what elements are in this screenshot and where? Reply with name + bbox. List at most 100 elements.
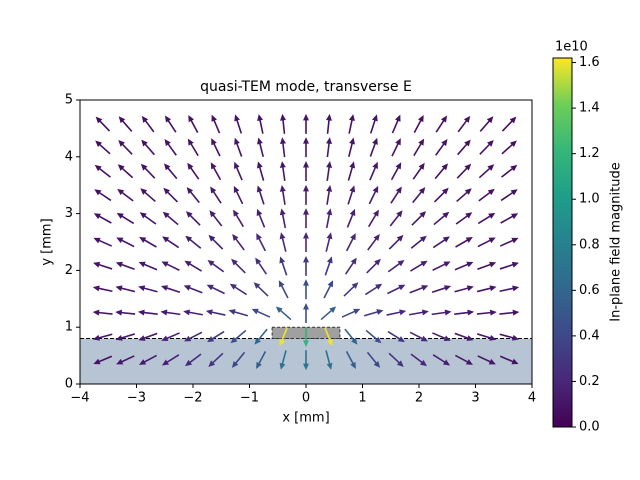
x-tick-label: 0 (302, 391, 310, 406)
field-arrow (369, 137, 378, 157)
colorbar-tick-label: 0.6 (579, 283, 600, 298)
field-arrow (478, 188, 495, 202)
field-arrow (477, 261, 497, 271)
field-arrow (303, 113, 309, 134)
colorbar-tick-label: 1.4 (579, 101, 600, 116)
field-arrow (211, 138, 221, 157)
field-arrow (187, 138, 199, 157)
field-arrow (476, 285, 497, 293)
colorbar-tick-label: 0.2 (579, 374, 600, 389)
field-arrow (232, 234, 245, 251)
field-arrow (454, 285, 474, 293)
field-arrow (234, 114, 243, 134)
field-arrow (138, 285, 158, 293)
y-tick-label: 2 (65, 263, 73, 278)
x-axis-label: x [mm] (282, 411, 329, 426)
field-arrow (140, 188, 156, 203)
y-axis-label: y [mm] (40, 218, 55, 265)
field-arrow (253, 282, 269, 297)
field-arrow (326, 161, 333, 182)
field-arrow (387, 259, 405, 273)
colorbar-tick-label: 0.8 (579, 237, 600, 252)
field-arrow (410, 353, 427, 367)
field-arrow (369, 161, 378, 181)
field-arrow (479, 116, 494, 132)
colorbar-label: In-plane field magnitude (609, 162, 624, 321)
field-arrow (186, 187, 200, 204)
field-arrow (137, 309, 158, 316)
colorbar-offset: 1e10 (555, 40, 588, 55)
field-arrow (454, 309, 475, 316)
field-arrow (162, 236, 180, 249)
field-arrow (326, 184, 333, 205)
field-arrow (138, 354, 158, 365)
field-arrow (118, 116, 133, 132)
field-arrow (139, 212, 157, 225)
field-arrow (93, 355, 113, 365)
field-arrow (303, 137, 309, 158)
field-arrow (348, 137, 355, 158)
field-arrow (279, 350, 287, 370)
field-arrow (432, 261, 451, 271)
field-arrow (279, 137, 286, 158)
field-arrow (207, 259, 225, 273)
field-arrow (279, 184, 286, 205)
y-tick-label: 0 (65, 377, 73, 392)
field-arrow (367, 209, 379, 228)
field-arrow (435, 115, 448, 133)
field-arrow (139, 237, 157, 248)
field-arrow (95, 140, 111, 155)
field-arrow (457, 115, 471, 133)
field-arrow (256, 350, 267, 369)
field-arrow (205, 309, 226, 316)
field-arrow (431, 285, 452, 293)
field-arrow (279, 256, 288, 276)
field-arrow (346, 208, 356, 228)
field-arrow (499, 355, 519, 365)
field-arrow (347, 185, 356, 205)
field-arrow (387, 284, 406, 295)
field-arrow (256, 208, 266, 228)
colorbar-tick-label: 0.0 (579, 420, 600, 435)
field-arrow (454, 354, 474, 365)
field-arrow (413, 138, 425, 157)
field-arrow (457, 139, 471, 156)
field-arrow (454, 261, 474, 271)
y-tick-label: 1 (65, 320, 73, 335)
field-arrow (345, 233, 356, 252)
field-arrow (325, 208, 333, 229)
field-arrow (323, 280, 334, 299)
field-arrow (210, 186, 222, 204)
field-arrow (94, 189, 112, 202)
field-arrow (164, 139, 177, 156)
field-arrow (138, 332, 158, 341)
y-tick-label: 3 (65, 206, 73, 221)
field-arrow (366, 258, 381, 274)
field-arrow (251, 308, 271, 318)
field-arrow (185, 211, 201, 226)
field-arrow (278, 280, 289, 299)
field-arrow (115, 285, 136, 293)
field-arrow (163, 163, 178, 180)
field-arrow (390, 186, 402, 204)
x-tick-label: −2 (183, 391, 202, 406)
field-arrow (116, 212, 135, 225)
field-arrow (499, 261, 519, 270)
field-arrow (369, 114, 378, 134)
field-arrow (324, 327, 333, 347)
chart-title: quasi-TEM mode, transverse E (200, 79, 412, 95)
field-arrow (229, 283, 248, 296)
field-arrow (347, 161, 356, 181)
field-arrow (257, 137, 264, 158)
field-arrow (410, 260, 428, 272)
y-tick-label: 4 (65, 149, 73, 164)
field-arrow (477, 212, 496, 225)
field-arrow (499, 285, 520, 293)
x-tick-label: −3 (127, 391, 146, 406)
field-arrow (233, 209, 245, 228)
field-arrow (234, 137, 243, 157)
field-arrow (410, 235, 427, 249)
field-arrow (185, 235, 202, 249)
field-arrow (141, 139, 155, 156)
field-arrow (280, 113, 287, 134)
